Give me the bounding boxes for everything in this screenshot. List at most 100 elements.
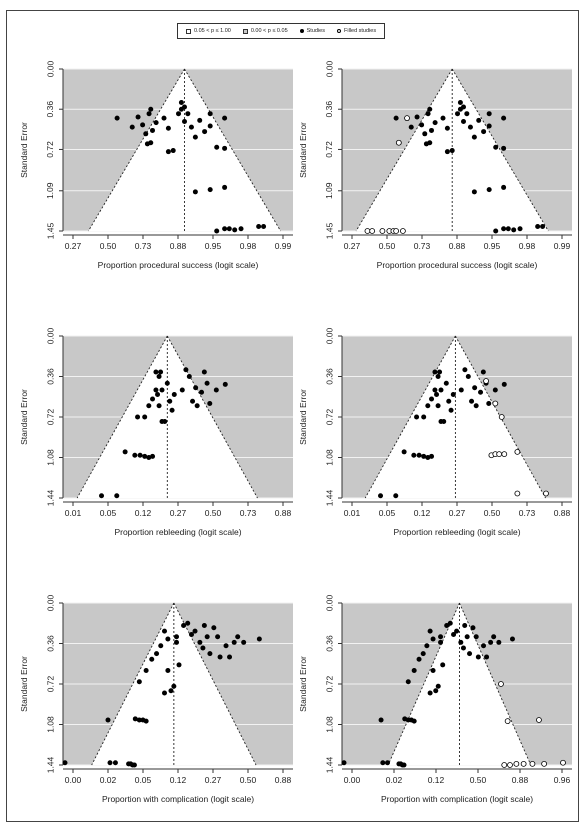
legend-label: Filled studies xyxy=(343,28,377,34)
study-point xyxy=(501,226,507,232)
filled-study-point xyxy=(395,139,402,146)
filled-study-point xyxy=(379,228,386,234)
x-tick-label: 0.88 xyxy=(512,775,529,785)
study-point xyxy=(425,111,431,117)
filled-study-point xyxy=(513,760,520,767)
x-tick-label: 0.12 xyxy=(428,775,445,785)
study-point xyxy=(165,636,171,642)
study-point xyxy=(129,124,135,130)
study-point xyxy=(486,111,492,117)
study-point xyxy=(411,668,417,673)
figure-frame xyxy=(6,10,579,822)
y-tick-label: 0.72 xyxy=(45,408,55,425)
y-axis-label: Standard Error xyxy=(19,389,29,445)
study-point xyxy=(182,119,188,125)
study-point xyxy=(62,760,68,766)
study-point xyxy=(491,634,497,640)
y-tick-label: 0.36 xyxy=(324,368,334,385)
x-tick-label: 0.50 xyxy=(470,775,487,785)
x-tick-label: 0.99 xyxy=(275,241,292,251)
filled-study-point xyxy=(514,448,521,455)
study-point xyxy=(401,449,407,455)
study-point xyxy=(432,369,438,375)
filled-study-point xyxy=(501,762,508,768)
study-point xyxy=(432,387,438,393)
study-point xyxy=(214,144,220,150)
study-point xyxy=(142,453,148,459)
x-tick-label: 0.88 xyxy=(170,241,187,251)
study-point xyxy=(341,760,347,766)
study-point xyxy=(414,414,420,420)
study-point xyxy=(137,452,143,458)
study-point xyxy=(226,226,232,232)
x-tick-label: 0.88 xyxy=(275,508,292,518)
study-point xyxy=(385,760,391,766)
study-point xyxy=(427,628,433,634)
study-point xyxy=(433,688,439,694)
panel-rebleeding-observed: 0.00 0.36 0.72 1.08 1.44 0.01 0.05 0.12 0.27 0.50… xyxy=(19,327,293,537)
study-point xyxy=(169,407,175,413)
y-tick-label: 1.44 xyxy=(45,489,55,506)
x-tick-label: 0.12 xyxy=(170,775,187,785)
study-point xyxy=(199,389,205,395)
x-tick-label: 0.99 xyxy=(554,241,571,251)
study-point xyxy=(427,140,433,146)
study-point xyxy=(429,396,435,402)
funnel-edge-left xyxy=(87,68,185,232)
study-point xyxy=(204,380,210,386)
study-point xyxy=(473,403,479,409)
study-point xyxy=(186,374,192,379)
study-point xyxy=(153,387,159,393)
filled-study-point xyxy=(404,115,410,122)
x-tick-label: 0.05 xyxy=(379,508,396,518)
study-point xyxy=(481,129,487,135)
legend-label: 0.05 < p ≤ 1.00 xyxy=(194,28,231,34)
study-point xyxy=(162,419,168,424)
legend-item-filled: Filled studies xyxy=(336,28,377,34)
x-axis-label: Proportion procedural success (logit sca… xyxy=(377,260,538,270)
study-point xyxy=(416,452,422,458)
study-point xyxy=(462,623,468,628)
x-tick-label: 0.27 xyxy=(170,508,187,518)
study-point xyxy=(156,374,162,379)
y-tick-label: 0.36 xyxy=(45,635,55,652)
legend-item-sig: 0.00 < p ≤ 0.05 xyxy=(242,28,288,34)
study-point xyxy=(217,654,223,660)
study-point xyxy=(505,226,511,232)
x-tick-label: 0.95 xyxy=(484,241,501,251)
y-tick-label: 1.09 xyxy=(45,182,55,199)
study-point xyxy=(143,668,149,673)
study-point xyxy=(107,760,113,766)
study-point xyxy=(165,149,171,155)
study-point xyxy=(204,634,210,640)
study-point xyxy=(471,189,477,195)
filled-study-point xyxy=(498,414,505,420)
study-point xyxy=(213,387,219,393)
study-point xyxy=(467,651,473,657)
study-point xyxy=(211,625,217,631)
y-tick-label: 1.09 xyxy=(324,182,334,199)
legend-swatch-grey xyxy=(242,28,248,34)
study-point xyxy=(207,123,213,129)
y-tick-label: 0.00 xyxy=(324,594,334,611)
study-point xyxy=(501,115,507,121)
study-point xyxy=(214,228,220,234)
funnel-edge-left xyxy=(364,335,456,499)
study-point xyxy=(493,228,499,234)
study-point xyxy=(421,453,427,459)
study-point xyxy=(488,639,494,645)
study-point xyxy=(256,224,262,230)
study-point xyxy=(393,115,399,121)
study-point xyxy=(197,639,203,645)
study-point xyxy=(201,623,207,628)
study-point xyxy=(378,493,384,499)
study-point xyxy=(153,369,159,375)
y-tick-label: 0.00 xyxy=(45,327,55,344)
study-point xyxy=(185,111,191,117)
study-point xyxy=(132,452,138,458)
study-point xyxy=(467,124,473,130)
study-point xyxy=(408,124,414,130)
study-point xyxy=(261,224,267,230)
x-tick-label: 0.05 xyxy=(100,508,117,518)
y-tick-label: 0.36 xyxy=(45,101,55,118)
